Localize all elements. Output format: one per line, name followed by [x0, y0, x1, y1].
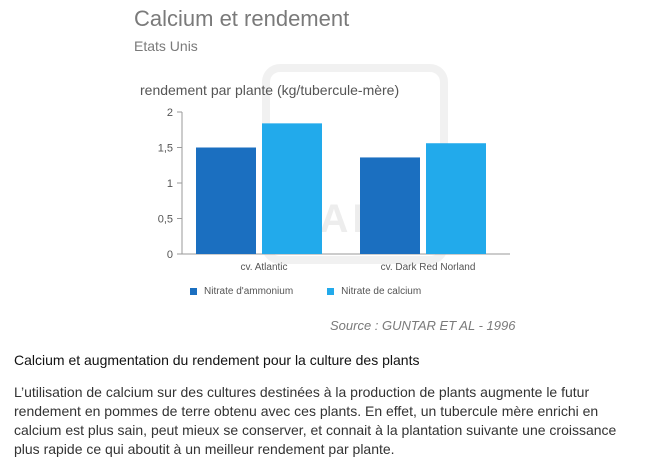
legend-swatch-ammonium [190, 288, 197, 295]
y-axis-label: rendement par plante (kg/tubercule-mère) [140, 82, 400, 98]
section-heading: Calcium et augmentation du rendement pou… [14, 352, 420, 368]
bar-ammonium [360, 157, 420, 254]
legend-swatch-calcium [327, 288, 335, 295]
chart-subtitle: Etats Unis [134, 38, 198, 54]
y-tick-label: 1,5 [158, 143, 173, 155]
legend-item-ammonium: Nitrate d'ammonium [190, 286, 293, 297]
chart-source: Source : GUNTAR ET AL - 1996 [330, 318, 516, 333]
chart-legend: Nitrate d'ammonium Nitrate de calcium [190, 286, 455, 297]
bar-chart: 0 0,5 1 1,5 2 cv. Atlantic cv. Dark Red Norlan… [158, 107, 510, 273]
y-tick-label: 0,5 [158, 214, 173, 226]
y-tick-label: 2 [167, 107, 173, 119]
x-tick-label: cv. Dark Red Norland [381, 262, 476, 273]
bar-calcium [262, 123, 322, 254]
legend-label-calcium: Nitrate de calcium [341, 286, 422, 297]
section-paragraph: L’utilisation de calcium sur des culture… [14, 384, 617, 457]
bar-ammonium [196, 147, 256, 254]
y-tick-label: 0 [167, 249, 173, 261]
legend-item-calcium: Nitrate de calcium [327, 286, 421, 297]
y-tick-label: 1 [167, 178, 173, 190]
chart-title: Calcium et rendement [134, 6, 350, 31]
legend-label-ammonium: Nitrate d'ammonium [204, 286, 294, 297]
x-tick-label: cv. Atlantic [240, 262, 287, 273]
bar-calcium [426, 143, 486, 254]
